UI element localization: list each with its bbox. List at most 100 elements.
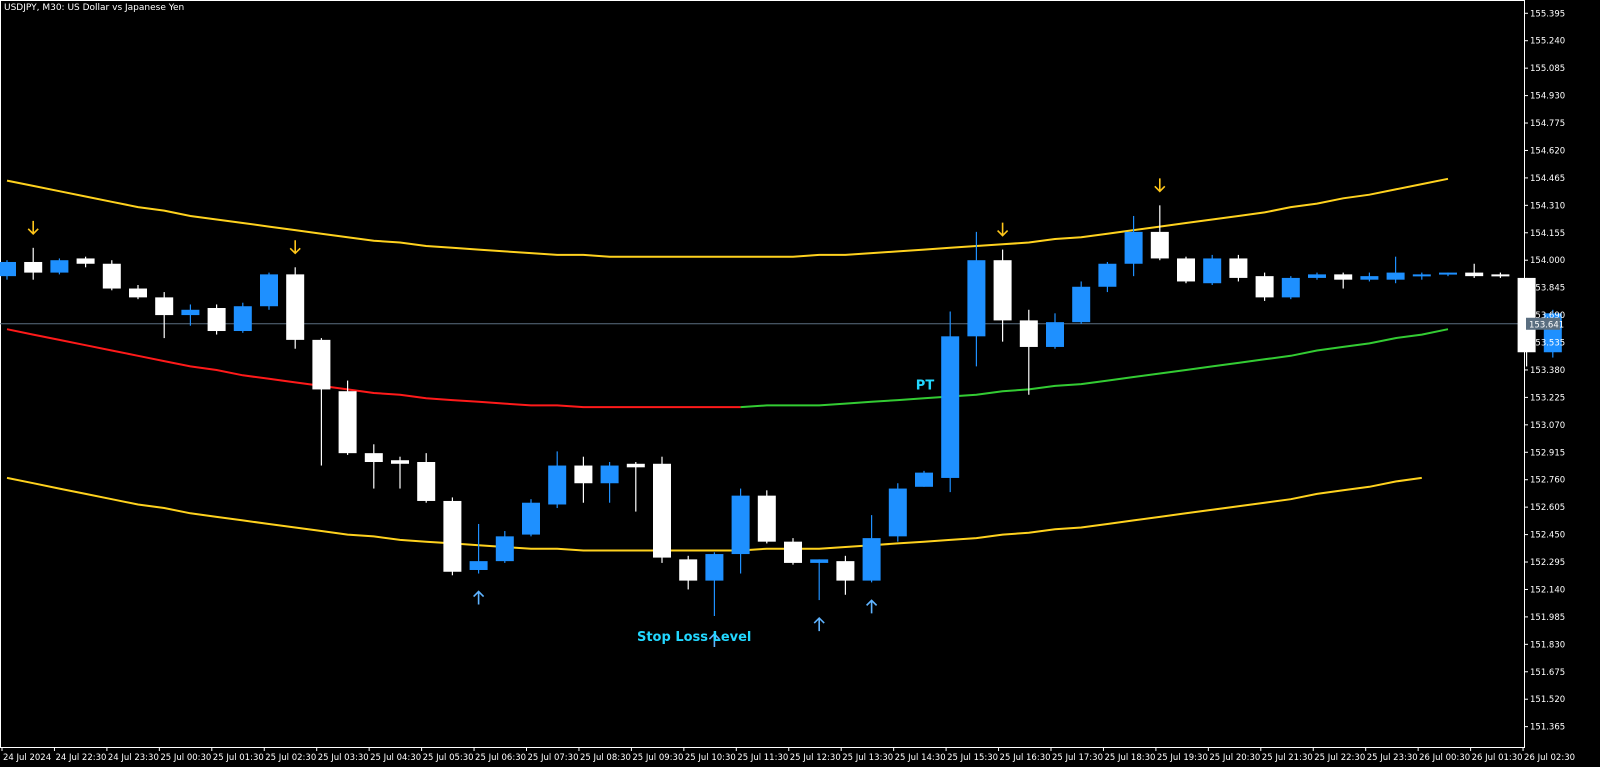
sell-arrow-icon bbox=[27, 220, 39, 235]
candles-layer bbox=[0, 205, 1562, 617]
y-tick-label: 153.845 bbox=[1530, 284, 1565, 294]
y-tick-label: 153.690 bbox=[1530, 311, 1565, 321]
x-tick-label: 25 Jul 03:30 bbox=[318, 753, 369, 763]
x-tick-label: 25 Jul 08:30 bbox=[580, 753, 631, 763]
candle-body bbox=[522, 502, 540, 535]
candle-body bbox=[1229, 258, 1248, 278]
x-tick-label: 25 Jul 00:30 bbox=[160, 753, 211, 763]
y-tick-label: 152.915 bbox=[1530, 448, 1565, 458]
y-tick-label: 154.000 bbox=[1530, 256, 1565, 266]
candle-body bbox=[391, 460, 409, 464]
annotations-layer: Stop Loss Level PT bbox=[637, 378, 934, 644]
lower-band-line bbox=[6, 476, 1422, 552]
candle-body bbox=[1308, 274, 1326, 278]
y-tick-label: 151.520 bbox=[1530, 695, 1565, 705]
stop-loss-label: Stop Loss Level bbox=[637, 630, 751, 645]
x-tick-label: 25 Jul 13:30 bbox=[842, 753, 893, 763]
y-tick-label: 152.605 bbox=[1530, 503, 1565, 513]
candle-body bbox=[1465, 272, 1484, 277]
candle-body bbox=[548, 465, 567, 505]
candle-body bbox=[286, 274, 305, 340]
y-tick-label: 154.155 bbox=[1530, 229, 1565, 239]
x-tick-label: 25 Jul 23:30 bbox=[1367, 753, 1418, 763]
x-tick-label: 25 Jul 22:30 bbox=[1314, 753, 1365, 763]
candle-body bbox=[574, 465, 593, 484]
x-tick-label: 24 Jul 23:30 bbox=[108, 753, 159, 763]
candle-body bbox=[1439, 272, 1457, 275]
candle-body bbox=[1124, 231, 1143, 264]
upper-band-line bbox=[6, 177, 1449, 258]
candle-body bbox=[967, 260, 986, 337]
candle-body bbox=[102, 263, 121, 289]
y-tick-label: 153.535 bbox=[1530, 339, 1565, 349]
candle-body bbox=[653, 463, 671, 558]
candle-body bbox=[207, 308, 226, 332]
candle-body bbox=[1255, 276, 1274, 298]
candle-body bbox=[941, 336, 960, 478]
candle-body bbox=[1386, 272, 1405, 280]
x-tick-label: 25 Jul 15:30 bbox=[947, 753, 998, 763]
candle-body bbox=[1072, 286, 1091, 323]
candle-body bbox=[1046, 322, 1064, 347]
candle-body bbox=[1177, 258, 1195, 282]
buy-arrow-icon bbox=[866, 599, 878, 614]
candle-body bbox=[260, 274, 278, 307]
y-tick-label: 155.240 bbox=[1530, 37, 1565, 47]
profit-target-label: PT bbox=[916, 378, 935, 393]
chart-title: USDJPY, M30: US Dollar vs Japanese Yen bbox=[4, 3, 184, 13]
candle-body bbox=[1281, 277, 1300, 298]
x-tick-label: 25 Jul 20:30 bbox=[1209, 753, 1260, 763]
sell-arrow-icon bbox=[289, 240, 301, 255]
candle-body bbox=[993, 260, 1012, 321]
y-tick-label: 155.395 bbox=[1530, 9, 1565, 19]
x-tick-label: 25 Jul 11:30 bbox=[737, 753, 788, 763]
y-tick-label: 153.380 bbox=[1530, 366, 1565, 376]
candle-body bbox=[1203, 258, 1222, 284]
current-price-label: 153.641 bbox=[1529, 320, 1564, 330]
x-tick-label: 25 Jul 04:30 bbox=[370, 753, 421, 763]
candle-body bbox=[915, 472, 933, 487]
candle-body bbox=[705, 554, 724, 581]
candle-body bbox=[862, 538, 881, 581]
candle-body bbox=[181, 309, 200, 316]
y-tick-label: 153.070 bbox=[1530, 421, 1565, 431]
candle-body bbox=[784, 541, 802, 563]
y-tick-label: 152.450 bbox=[1530, 531, 1565, 541]
x-tick-label: 25 Jul 18:30 bbox=[1104, 753, 1155, 763]
candle-body bbox=[1360, 276, 1379, 280]
candle-body bbox=[757, 495, 776, 542]
x-tick-label: 25 Jul 21:30 bbox=[1262, 753, 1313, 763]
x-tick-label: 26 Jul 02:30 bbox=[1524, 753, 1575, 763]
candle-body bbox=[888, 488, 907, 537]
candle-body bbox=[417, 462, 436, 501]
candle-body bbox=[810, 559, 829, 563]
signal-arrows-layer bbox=[27, 178, 1166, 648]
buy-arrow-icon bbox=[813, 616, 825, 632]
y-tick-label: 151.830 bbox=[1530, 640, 1565, 650]
y-tick-label: 152.140 bbox=[1530, 585, 1565, 595]
x-tick-label: 26 Jul 01:30 bbox=[1472, 753, 1523, 763]
y-tick-label: 155.085 bbox=[1530, 64, 1565, 74]
candle-body bbox=[129, 288, 147, 298]
candle-body bbox=[76, 258, 95, 264]
x-tick-label: 25 Jul 17:30 bbox=[1052, 753, 1103, 763]
y-tick-label: 151.985 bbox=[1530, 613, 1565, 623]
y-tick-label: 153.225 bbox=[1530, 393, 1565, 403]
candle-body bbox=[233, 306, 252, 332]
x-tick-label: 25 Jul 01:30 bbox=[213, 753, 264, 763]
y-tick-label: 154.620 bbox=[1530, 146, 1565, 156]
x-tick-label: 24 Jul 2024 bbox=[3, 753, 51, 763]
x-tick-label: 25 Jul 14:30 bbox=[895, 753, 946, 763]
candle-body bbox=[495, 536, 514, 562]
candle-body bbox=[469, 561, 488, 570]
x-tick-label: 25 Jul 16:30 bbox=[1000, 753, 1051, 763]
candle-body bbox=[600, 465, 619, 484]
x-tick-label: 25 Jul 09:30 bbox=[632, 753, 683, 763]
x-tick-label: 25 Jul 06:30 bbox=[475, 753, 526, 763]
price-axis: 155.395 155.240 155.085 154.930 154.775 154.6… bbox=[1524, 9, 1565, 733]
candle-body bbox=[1412, 274, 1431, 277]
x-tick-label: 25 Jul 05:30 bbox=[423, 753, 474, 763]
candle-body bbox=[50, 260, 69, 273]
